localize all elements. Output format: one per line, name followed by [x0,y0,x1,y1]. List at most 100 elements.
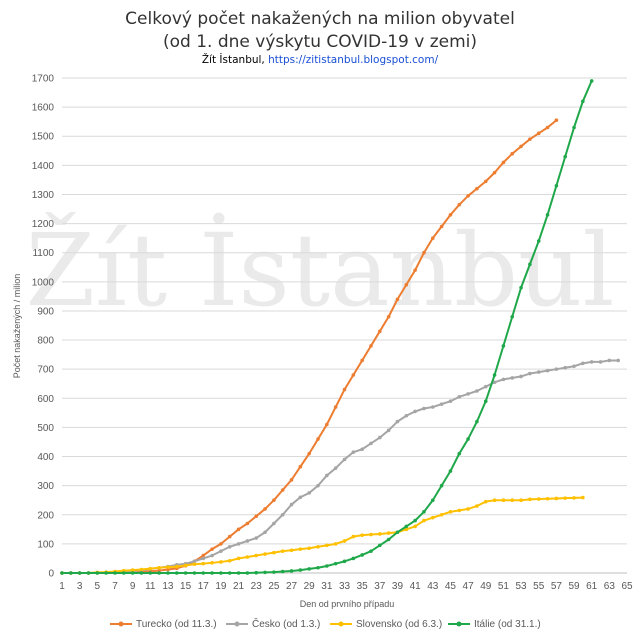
data-point [254,514,259,519]
data-point [157,565,161,570]
x-tick-label: 31 [321,581,333,592]
data-point [316,437,320,441]
data-point [483,499,488,504]
data-point [360,553,364,557]
data-point [475,419,479,424]
data-point [183,571,188,575]
data-point [386,428,391,433]
data-point [501,377,506,382]
data-point [466,437,470,441]
data-point [280,549,285,553]
data-point [219,571,223,575]
y-axis-ticks: 0 100 200 300 400 500 600 700 800 900 1000 1100 1200… [32,74,55,580]
data-point [227,571,232,575]
data-point [430,515,435,520]
x-tick-label: 35 [357,581,369,592]
data-point [280,512,285,517]
credit-prefix: Žít İstanbul, [202,53,268,66]
data-point [351,450,356,454]
data-point [201,556,206,561]
data-point [227,558,232,563]
data-point [122,571,126,575]
data-point [563,154,567,159]
chart-title-line1: Celkový počet nakažených na milion obyva… [125,9,515,29]
x-tick-label: 33 [339,581,351,592]
data-point [616,358,620,363]
data-point [413,409,417,414]
data-point [60,571,64,575]
data-point [201,553,206,558]
data-point [483,384,488,389]
x-tick-label: 55 [533,581,545,592]
data-point [192,571,197,575]
data-point [227,534,232,539]
y-tick-label: 100 [37,539,54,550]
data-point [589,360,594,364]
data-point [333,405,338,409]
data-point [272,498,276,503]
data-point [457,451,462,456]
data-point [316,565,320,570]
x-tick-label: 21 [233,581,245,592]
legend-swatch-marker [118,621,124,627]
series-1 [60,118,559,575]
data-point [422,406,426,411]
data-point [325,564,329,568]
data-point [545,496,550,501]
x-tick-label: 57 [551,581,563,592]
data-point [210,547,214,551]
data-point [351,373,356,377]
legend-label: Slovensko (od 6.3.) [356,619,442,630]
data-point [351,534,356,539]
data-point [325,543,329,548]
y-tick-label: 1600 [32,103,55,114]
y-tick-label: 1700 [32,74,55,85]
data-point [448,213,453,217]
data-point [413,268,417,272]
data-point [404,524,409,529]
data-point [130,568,135,572]
data-point [386,314,391,319]
data-point [227,544,232,549]
data-point [483,179,488,184]
data-point [369,532,373,537]
data-point [236,542,241,546]
data-point [457,395,462,399]
data-point [77,571,82,575]
x-tick-label: 59 [568,581,580,592]
data-point [210,561,214,565]
data-point [236,571,241,575]
x-tick-label: 23 [251,581,263,592]
x-axis-label: Den od prvního případu [300,599,395,609]
data-point [475,504,479,508]
data-point [263,530,267,535]
data-point [519,285,523,290]
credit-link[interactable]: https://zitistanbul.blogspot.com/ [268,54,438,66]
data-point [501,344,506,348]
legend-label: Itálie (od 31.1.) [474,619,541,630]
data-point [581,99,585,104]
data-point [236,527,241,532]
data-point [307,546,311,551]
y-tick-label: 200 [37,510,54,521]
data-point [572,496,576,500]
data-point [386,537,391,542]
data-point [298,464,303,469]
x-tick-label: 5 [95,581,101,592]
data-point [219,560,223,564]
x-tick-label: 61 [586,581,598,592]
data-point [342,539,347,543]
y-tick-label: 400 [37,452,54,463]
data-point [307,451,311,456]
data-point [430,498,435,503]
data-point [457,508,462,513]
chart-title-line2: (od 1. dne výskytu COVID-19 v zemi) [163,32,477,52]
data-point [289,478,294,482]
data-point [572,364,576,369]
data-point [422,510,426,514]
data-point [536,239,541,243]
x-tick-label: 43 [427,581,439,592]
x-tick-label: 63 [604,581,616,592]
data-point [174,564,179,569]
data-point [430,405,435,409]
